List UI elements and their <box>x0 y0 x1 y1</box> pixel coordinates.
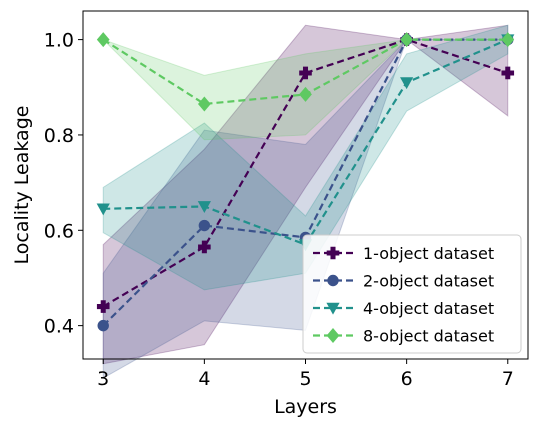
x-tick-label: 6 <box>401 368 413 390</box>
point-1-object-dataset-4 <box>198 240 211 254</box>
legend: 1-object dataset 2-object dataset 4-object… <box>302 234 522 354</box>
legend-marker-2-object-dataset <box>327 274 339 287</box>
point-1-object-dataset-5 <box>299 66 312 80</box>
legend-label-1-object-dataset: 1-object dataset <box>363 244 494 263</box>
band-1-object-dataset <box>102 24 509 365</box>
legend-label-2-object-dataset: 2-object dataset <box>363 272 494 291</box>
x-axis-ticks: 3 4 5 6 7 <box>97 359 514 390</box>
x-tick-label: 3 <box>97 368 109 390</box>
y-tick-label: 1.0 <box>44 30 74 52</box>
point-8-object-dataset-4 <box>197 96 211 112</box>
point-4-object-dataset-3 <box>96 203 110 216</box>
x-axis-title: Layers <box>274 396 337 418</box>
y-axis-title: Locality Leakage <box>11 106 33 265</box>
point-8-object-dataset-5 <box>299 86 312 102</box>
legend-label-8-object-dataset: 8-object dataset <box>363 327 494 346</box>
line-1-object-dataset <box>102 38 509 308</box>
point-4-object-dataset-4 <box>197 201 211 214</box>
point-8-object-dataset-3 <box>96 32 110 48</box>
point-2-object-dataset-3 <box>97 319 109 332</box>
y-tick-label: 0.6 <box>44 220 74 242</box>
x-tick-label: 4 <box>198 368 210 390</box>
legend-label-4-object-dataset: 4-object dataset <box>363 299 494 318</box>
y-tick-label: 0.4 <box>44 316 74 338</box>
y-axis-ticks: 0.4 0.6 0.8 1.0 <box>44 30 83 338</box>
point-1-object-dataset-3 <box>96 300 110 313</box>
point-8-object-dataset-7 <box>501 32 515 48</box>
x-tick-label: 7 <box>502 368 514 390</box>
x-tick-label: 5 <box>299 368 311 390</box>
legend-marker-4-object-dataset <box>326 302 340 315</box>
legend-marker-1-object-dataset <box>326 246 340 260</box>
legend-box <box>302 234 522 354</box>
point-8-object-dataset-6 <box>400 32 414 48</box>
point-1-object-dataset-7 <box>501 66 515 80</box>
legend-marker-8-object-dataset <box>326 328 340 343</box>
point-2-object-dataset-4 <box>198 219 211 232</box>
point-4-object-dataset-6 <box>400 77 414 90</box>
y-tick-label: 0.8 <box>44 125 74 147</box>
